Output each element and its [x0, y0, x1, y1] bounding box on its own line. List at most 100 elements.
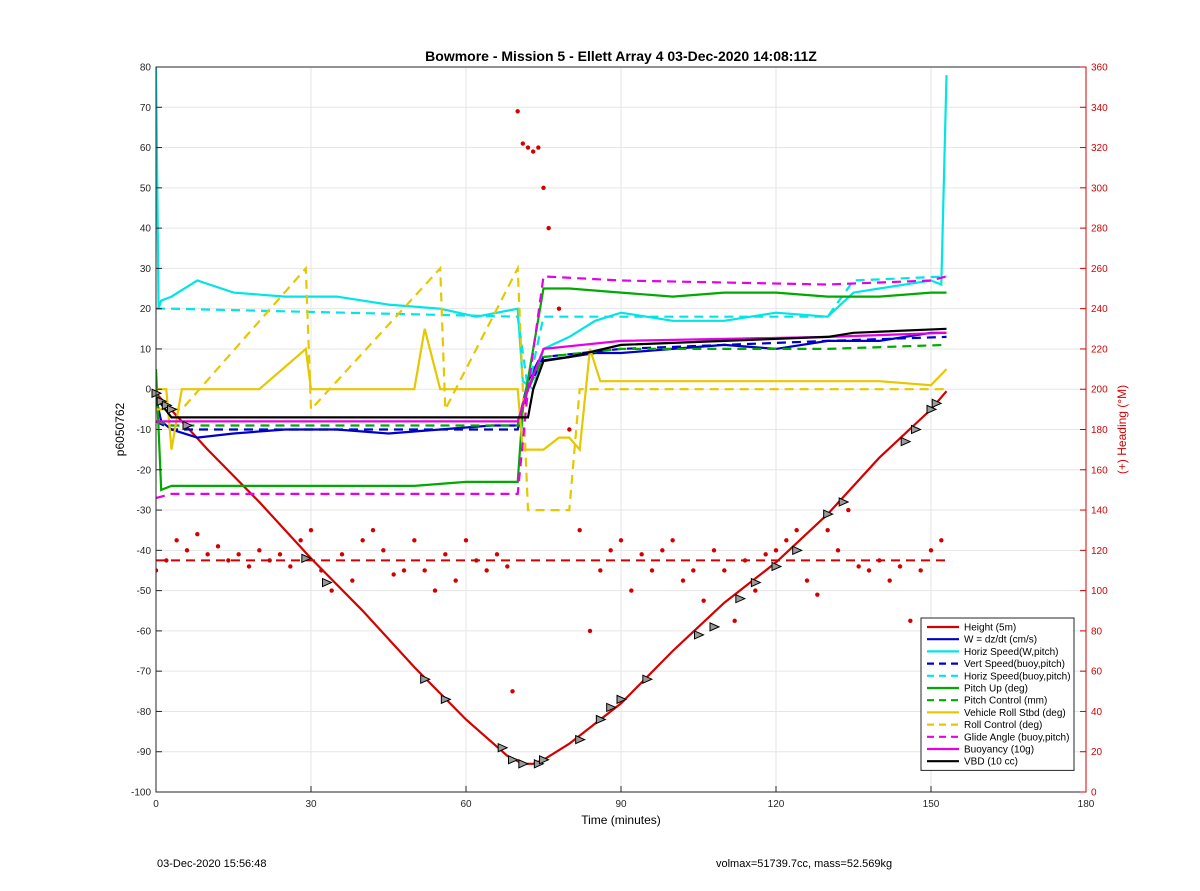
heading-point	[794, 527, 799, 533]
height-marker	[161, 400, 173, 411]
heading-point	[546, 225, 551, 231]
y-tick-label-right: 120	[1091, 546, 1108, 557]
x-tick-label: 0	[153, 799, 159, 810]
y-tick-label-right: 0	[1091, 788, 1097, 799]
heading-point	[618, 538, 624, 543]
heading-point	[236, 552, 241, 557]
y-tick-label-right: 320	[1091, 143, 1108, 154]
y-tick-label-left: 20	[140, 304, 152, 315]
x-tick-label: 90	[615, 799, 627, 810]
heading-point	[649, 568, 655, 573]
series-line-8	[156, 264, 947, 512]
x-axis-label: Time (minutes)	[581, 813, 661, 827]
heading-point	[401, 568, 407, 573]
heading-point	[308, 527, 314, 533]
heading-point	[928, 548, 934, 553]
heading-point	[494, 552, 500, 557]
heading-point	[195, 532, 200, 537]
legend-label: W = dz/dt (cm/s)	[964, 635, 1037, 646]
legend-box	[920, 617, 1075, 771]
height-marker	[497, 742, 509, 753]
legend-label: Pitch Up (deg)	[964, 684, 1028, 695]
y-tick-label-left: -60	[137, 626, 152, 637]
height-marker	[595, 714, 607, 725]
heading-point	[722, 568, 727, 573]
heading-point	[856, 564, 861, 569]
heading-point	[732, 618, 737, 624]
legend-label: Vehicle Roll Stbd (deg)	[964, 708, 1066, 719]
y-tick-label-left: -20	[137, 465, 152, 476]
heading-point	[174, 538, 179, 543]
y-tick-label-left: 30	[140, 264, 152, 275]
series-layer	[156, 67, 948, 765]
legend-label: Height (5m)	[964, 623, 1016, 634]
y-tick-label-right: 340	[1091, 103, 1108, 114]
y-tick-label-left: 60	[140, 143, 152, 154]
x-tick-label: 120	[768, 799, 785, 810]
legend-label: Glide Angle (buoy,pitch)	[964, 732, 1069, 743]
heading-point	[381, 548, 386, 553]
heading-point	[629, 588, 634, 593]
heading-point	[939, 538, 944, 543]
y-tick-label-right: 300	[1091, 183, 1108, 194]
x-tick-label: 30	[305, 799, 317, 810]
height-marker	[694, 630, 705, 640]
heading-point	[277, 552, 283, 557]
x-ticks: 0 30 60 90 120 150 180	[153, 786, 1095, 810]
heading-point	[660, 548, 665, 553]
x-tick-label: 150	[923, 799, 940, 810]
heading-point	[835, 548, 841, 553]
chart-title: Bowmore - Mission 5 - Ellett Array 4 03-…	[425, 48, 817, 64]
y-axis-label-left: p6050762	[113, 402, 127, 456]
heading-point	[846, 507, 851, 513]
height-marker	[771, 561, 783, 572]
legend-label: Roll Control (deg)	[964, 720, 1042, 731]
heading-point	[350, 578, 355, 583]
y-tick-label-right: 360	[1091, 63, 1108, 74]
heading-point	[257, 548, 262, 553]
height-marker	[642, 674, 654, 684]
series-line-3	[156, 335, 947, 431]
heading-point	[556, 306, 562, 311]
height-marker	[616, 694, 628, 705]
heading-point	[226, 558, 231, 563]
y-tick-label-left: -100	[131, 788, 151, 799]
heading-point	[422, 568, 427, 573]
height-marker	[322, 577, 333, 588]
height-marker	[792, 545, 803, 556]
heading-point	[742, 558, 748, 563]
height-marker	[167, 404, 178, 415]
height-marker	[156, 396, 168, 407]
heading-point	[463, 538, 469, 543]
y-tick-label-left: 80	[140, 63, 152, 74]
heading-point	[205, 552, 210, 557]
legend-label: Buoyancy (10g)	[964, 745, 1034, 756]
heading-point	[505, 564, 510, 569]
y-tick-label-left: 70	[140, 103, 152, 114]
heading-point	[753, 588, 758, 593]
heading-point	[246, 564, 252, 569]
height-marker	[606, 702, 617, 713]
heading-point	[391, 572, 396, 577]
heading-point	[897, 564, 903, 569]
height-marker	[508, 755, 519, 765]
legend-label: Horiz Speed(W,pitch)	[964, 647, 1058, 658]
legend-label: Pitch Control (mm)	[964, 696, 1047, 707]
height-marker	[182, 420, 194, 431]
heading-point	[784, 538, 789, 543]
heading-point	[510, 689, 515, 694]
series-line-4	[156, 275, 947, 390]
x-tick-label: 60	[460, 799, 472, 810]
legend: Height (5m)W = dz/dt (cm/s)Horiz Speed(W…	[920, 617, 1075, 771]
y-axis-label-right: (+) Heading (°M)	[1115, 385, 1129, 474]
heading-point	[525, 145, 531, 150]
y-tick-label-right: 260	[1091, 264, 1108, 275]
y-ticks-right: 0 20 40 60 80 100 120 140 160 180 200 220 240 260 280 3…	[1080, 63, 1108, 799]
height-marker	[575, 734, 586, 745]
heading-point	[370, 527, 376, 533]
heading-point	[541, 185, 546, 191]
legend-label: Horiz Speed(buoy,pitch)	[964, 671, 1071, 682]
y-tick-label-right: 200	[1091, 385, 1108, 396]
height-marker	[539, 755, 550, 765]
y-ticks-left: -100-90-80-70-60-50-40-30-20-10010203040…	[131, 63, 162, 799]
